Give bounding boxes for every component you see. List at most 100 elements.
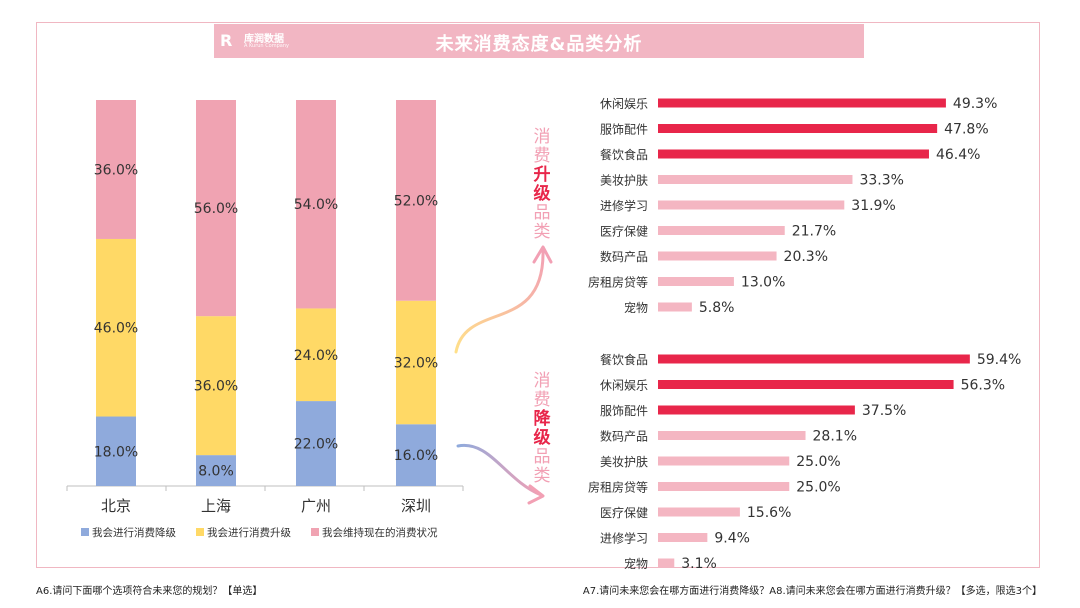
downgrade-char-3: 级 xyxy=(533,428,551,448)
hbar-down-3 xyxy=(658,431,806,440)
stacked-bar-label-1-2: 56.0% xyxy=(194,201,238,217)
hbar-down-6 xyxy=(658,507,740,517)
stacked-bar-3-0 xyxy=(396,424,436,486)
hbar-value-down-4: 25.0% xyxy=(796,454,840,470)
legend-label-0: 我会进行消费降级 xyxy=(92,526,176,539)
brand-logo-icon: R xyxy=(220,31,233,50)
upgrade-char-2: 升 xyxy=(533,165,551,185)
upgrade-char-5: 类 xyxy=(533,222,551,242)
hbar-up-6 xyxy=(658,251,777,261)
stacked-bar-label-0-1: 46.0% xyxy=(94,321,138,337)
downgrade-char-0: 消 xyxy=(533,371,551,391)
hbar-value-down-6: 15.6% xyxy=(747,505,791,521)
hbar-category-down-0: 餐饮食品 xyxy=(600,352,648,367)
stacked-bar-3-1 xyxy=(396,300,436,425)
hbar-down-4 xyxy=(658,456,790,466)
hbar-category-up-5: 医疗保健 xyxy=(600,225,648,239)
legend-label-2: 我会维持现在的消费状况 xyxy=(322,526,438,539)
hbar-category-up-8: 宠物 xyxy=(624,300,648,315)
hbar-category-down-7: 进修学习 xyxy=(600,531,648,546)
hbar-category-down-8: 宠物 xyxy=(624,556,648,571)
hbar-value-up-3: 33.3% xyxy=(859,173,903,189)
downgrade-char-2: 降 xyxy=(533,409,551,429)
downgrade-arrow-head-icon xyxy=(527,484,545,505)
left-question-note: A6.请问下面哪个选项符合未来您的规划？【单选】 xyxy=(36,586,263,597)
stacked-bar-label-3-2: 52.0% xyxy=(394,193,438,209)
hbar-value-up-8: 5.8% xyxy=(699,300,735,316)
hbar-category-up-1: 服饰配件 xyxy=(600,123,648,137)
stacked-bar-0-0 xyxy=(96,416,136,486)
stacked-bar-0-1 xyxy=(96,238,136,417)
upgrade-panel-label: 消费升级品类 xyxy=(532,128,552,242)
hbar-value-down-1: 56.3% xyxy=(961,378,1005,394)
hbar-up-5 xyxy=(658,226,785,235)
hbar-value-up-0: 49.3% xyxy=(953,96,997,112)
hbar-up-7 xyxy=(658,277,734,286)
upgrade-arrow-curve xyxy=(454,248,545,354)
upgrade-char-0: 消 xyxy=(533,127,551,147)
hbar-category-up-6: 数码产品 xyxy=(600,249,648,264)
right-question-note: A7.请问未来您会在哪方面进行消费降级？A8.请问未来您会在哪方面进行消费升级？… xyxy=(582,586,1042,597)
x-tick-label-3: 深圳 xyxy=(401,497,431,515)
hbar-value-down-8: 3.1% xyxy=(681,556,717,572)
hbar-down-5 xyxy=(658,482,790,491)
hbar-category-down-4: 美妆护肤 xyxy=(600,454,648,469)
hbar-category-down-1: 休闲娱乐 xyxy=(600,379,648,393)
hbar-value-down-5: 25.0% xyxy=(796,480,840,496)
stacked-bar-label-0-2: 36.0% xyxy=(94,162,138,178)
stacked-bar-2-2 xyxy=(296,100,336,309)
stacked-bar-1-1 xyxy=(196,316,236,456)
hbar-up-0 xyxy=(658,98,946,108)
hbar-category-up-7: 房租房贷等 xyxy=(588,275,648,290)
hbar-up-1 xyxy=(658,124,938,133)
stacked-bar-1-2 xyxy=(196,100,236,317)
brand-subtitle: A Kurun Company xyxy=(244,43,289,49)
stacked-bar-label-3-0: 16.0% xyxy=(394,448,438,464)
hbar-value-up-5: 21.7% xyxy=(792,224,836,240)
stacked-bar-label-0-0: 18.0% xyxy=(94,444,138,460)
hbar-category-up-2: 餐饮食品 xyxy=(600,147,648,162)
downgrade-char-1: 费 xyxy=(533,390,551,410)
hbar-value-up-6: 20.3% xyxy=(784,249,828,265)
stacked-bar-2-1 xyxy=(296,308,336,402)
stacked-bar-label-2-0: 22.0% xyxy=(294,437,338,453)
hbar-value-up-7: 13.0% xyxy=(741,275,785,291)
chart-frame xyxy=(36,22,1040,568)
upgrade-arrow-head-icon xyxy=(532,245,553,264)
hbar-category-up-3: 美妆护肤 xyxy=(600,173,648,188)
hbar-up-2 xyxy=(658,149,929,159)
hbar-category-down-2: 服饰配件 xyxy=(600,404,648,418)
hbar-down-8 xyxy=(658,558,675,568)
stacked-bar-label-1-0: 8.0% xyxy=(198,464,234,480)
upgrade-char-4: 品 xyxy=(533,203,551,223)
hbar-value-down-7: 9.4% xyxy=(714,531,750,547)
hbar-value-down-2: 37.5% xyxy=(862,403,906,419)
hbar-up-4 xyxy=(658,200,845,210)
hbar-value-up-4: 31.9% xyxy=(851,198,895,214)
x-tick-label-0: 北京 xyxy=(101,497,131,515)
stacked-bar-label-3-1: 32.0% xyxy=(394,355,438,371)
stacked-bar-1-0 xyxy=(196,455,236,486)
downgrade-arrow-curve xyxy=(456,443,543,497)
upgrade-char-1: 费 xyxy=(533,146,551,166)
hbar-category-down-3: 数码产品 xyxy=(600,429,648,444)
hbar-category-down-6: 医疗保健 xyxy=(600,506,648,520)
downgrade-char-4: 品 xyxy=(533,447,551,467)
stacked-bar-label-2-2: 54.0% xyxy=(294,197,338,213)
hbar-value-up-1: 47.8% xyxy=(944,122,988,138)
hbar-up-8 xyxy=(658,302,692,312)
downgrade-char-5: 类 xyxy=(533,466,551,486)
upgrade-char-3: 级 xyxy=(533,184,551,204)
hbar-category-up-4: 进修学习 xyxy=(600,198,648,213)
hbar-value-up-2: 46.4% xyxy=(936,147,980,163)
stacked-bar-0-2 xyxy=(96,100,136,239)
legend-swatch-1 xyxy=(196,528,204,536)
title-banner: R 库润数据 A Kurun Company 未来消费态度&品类分析 xyxy=(214,24,864,58)
hbar-value-down-0: 59.4% xyxy=(977,352,1021,368)
hbar-up-3 xyxy=(658,175,853,184)
x-tick-label-2: 广州 xyxy=(301,497,331,515)
legend-label-1: 我会进行消费升级 xyxy=(207,526,291,539)
hbar-down-1 xyxy=(658,380,954,389)
stacked-bar-label-1-1: 36.0% xyxy=(194,379,238,395)
